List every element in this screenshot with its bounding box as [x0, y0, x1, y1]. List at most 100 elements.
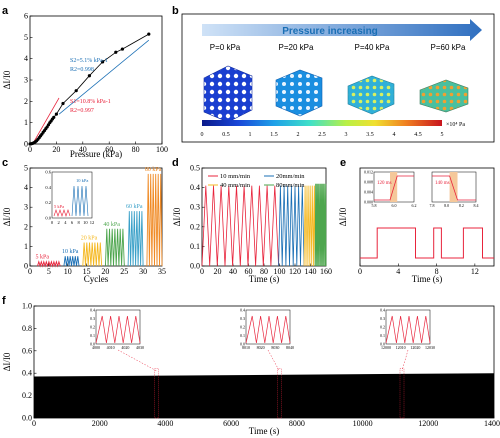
panel-f-inset-xtick: 12020	[410, 345, 420, 350]
panel-label-d: d	[172, 157, 179, 169]
panel-a-points	[28, 32, 151, 146]
panel-d-ylabel: ΔI/I0	[172, 207, 182, 226]
colorbar-tick-label: 2.5	[318, 132, 326, 138]
panel-f-inset-xtick: 12000	[381, 345, 391, 350]
panel-c-inset-line-10kpa	[71, 185, 89, 217]
panel-f-inset-xtick: 12010	[396, 345, 406, 350]
colorbar-tick-label: 0.5	[222, 132, 230, 138]
panel-e-xtick-label: 0	[358, 267, 362, 276]
panel-c-series-line	[63, 256, 80, 267]
panel-f-inset-frame	[95, 309, 141, 345]
panel-e-series	[360, 227, 494, 259]
panel-a-data-point	[54, 112, 59, 116]
panel-c-xtick-label: 30	[139, 267, 147, 276]
colorbar-tick-label: 5	[441, 132, 444, 138]
panel-e-inset-label: 120 ms	[377, 181, 392, 186]
pressure-label-0: P=0 kPa	[210, 43, 241, 52]
panel-e-inset-xtick: 5.8	[372, 203, 377, 208]
panel-f-inset-ytick: 0.3	[240, 316, 245, 321]
panel-a-xtick-label: 0	[28, 145, 32, 154]
panel-e-frame	[359, 167, 495, 267]
lattice-structure-40kpa	[347, 75, 395, 115]
panel-f-xtick-label: 12000	[418, 419, 438, 428]
panel-f-inset-ytick: 0.3	[90, 316, 95, 321]
panel-d-ytick-label: 0.3	[190, 203, 200, 212]
panel-e-ticks: 0 4 8 12	[358, 263, 479, 276]
panel-d-series	[201, 183, 327, 267]
panel-label-b: b	[172, 5, 179, 17]
panel-c-series-label: 20 kPa	[81, 235, 98, 241]
panel-c-ytick-label: 2	[24, 222, 28, 231]
panel-d-series-line	[314, 183, 327, 267]
panel-f-insets: 4000 4010 4020 4030 0.0 0.1 0.2 0.3 0.4 8010 8020 8…	[90, 308, 435, 419]
panel-f-xtick-label: 6000	[223, 419, 239, 428]
panel-d-series-line	[201, 185, 279, 267]
panel-f-signal	[34, 373, 494, 418]
panel-d-xtick-label: 160	[320, 267, 332, 276]
colorbar-ticks: 0 0.5 1 1.5 2 2.5 3 3.5 4 4.5 5	[201, 132, 444, 138]
panel-label-c: c	[2, 157, 8, 169]
panel-d-legend-label: 10 mm/min	[220, 173, 251, 180]
panel-c-ytick-label: 0	[24, 262, 28, 271]
panel-d-xtick-label: 120	[289, 267, 301, 276]
panel-label-a: a	[2, 5, 9, 17]
panel-f-inset-ytick: 0.4	[90, 308, 95, 313]
panel-e: 0 4 8 12 120 ms 5.8 6.0 6.2 0.000 0.004 0.008 0.01…	[338, 167, 495, 284]
panel-d-xlabel: Time (s)	[249, 274, 279, 284]
panel-c-inset-line-5kpa	[53, 209, 71, 217]
lattice-structure-0kpa	[203, 65, 253, 123]
panel-a-ytick-label: 4	[24, 54, 28, 63]
panel-c-inset-content: 0 2 4 6 8 10 12 0.0 0.2 0.4 0.6 5 kPa 10 kPa	[45, 170, 94, 226]
colorbar-tick-label: 1.5	[270, 132, 278, 138]
panel-f-ytick-label: 0.0	[22, 414, 32, 423]
panel-c-inset-xtick: 4	[64, 220, 67, 225]
panel-c-series-label: 80 kPa	[145, 167, 162, 173]
panel-f-inset-connector	[117, 349, 157, 372]
panel-c-series-label: 5 kPa	[36, 255, 50, 261]
panel-e-inset-ytick: 0.012	[364, 170, 373, 175]
colorbar-tick-label: 4.5	[414, 132, 422, 138]
panel-f-inset-ytick: 0.1	[240, 333, 245, 338]
panel-f-xtick-label: 0	[32, 419, 36, 428]
panel-c-xtick-label: 20	[101, 267, 109, 276]
pressure-arrow-icon	[202, 19, 482, 41]
panel-f-zoom-marker	[277, 368, 282, 419]
panel-a-ytick-label: 3	[24, 76, 28, 85]
panel-f-inset-ytick: 0.0	[240, 342, 245, 347]
panel-f-signal-area	[34, 373, 494, 418]
panel-f-inset-line	[385, 315, 431, 344]
panel-label-f: f	[2, 295, 6, 307]
panel-c-series-labels: 5 kPa 10 kPa 20 kPa 40 kPa 60 kPa 80 kPa	[36, 167, 162, 261]
panel-c-series-label: 10 kPa	[62, 249, 79, 255]
panel-a-data-point	[120, 47, 124, 51]
panel-e-inset-xtick: 7.8	[430, 203, 435, 208]
panel-c-series-line	[127, 211, 144, 267]
panel-a-s2: S2=5.1% kPa-1	[70, 58, 108, 64]
panel-a-xtick-label: 100	[156, 145, 168, 154]
colorbar-tick-label: 0	[201, 132, 204, 138]
panel-b: Pressure increasing P=0 kPa P=20 kPa P=4…	[181, 13, 495, 143]
panel-d-xtick-label: 0	[200, 267, 204, 276]
panel-f-inset-xtick: 4010	[107, 345, 115, 350]
panel-e-xtick-label: 12	[471, 267, 479, 276]
panel-a-ytick-label: 6	[24, 12, 28, 21]
panel-c-ylabel: ΔI/I0	[2, 207, 12, 226]
panel-f-inset-xtick: 4000	[92, 345, 100, 350]
panel-a-ytick-label: 0	[24, 140, 28, 149]
panel-a-r2-lower: R2=0.997	[70, 108, 94, 114]
lattice-structure-60kpa	[419, 79, 469, 113]
panel-a-data-point	[147, 32, 151, 36]
panel-d-series-line	[278, 185, 305, 267]
panel-a-ytick-label: 5	[24, 33, 28, 42]
panel-f-ytick-label: 0.4	[22, 369, 32, 378]
panel-d-xtick-label: 80	[260, 267, 268, 276]
panel-a-xtick-label: 20	[52, 145, 60, 154]
panel-c-ytick-label: 5	[24, 164, 28, 173]
lattice-structure-20kpa	[275, 69, 323, 117]
colorbar	[202, 120, 442, 126]
panel-a-xtick-label: 80	[132, 145, 140, 154]
panel-f-inset-line	[245, 315, 291, 344]
